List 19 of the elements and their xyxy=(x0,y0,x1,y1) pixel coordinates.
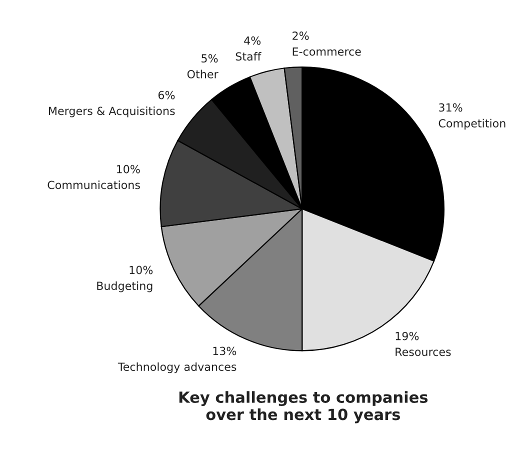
slice-label: Competition xyxy=(438,118,506,130)
slice-label: E-commerce xyxy=(292,48,361,56)
data-label: 10% xyxy=(130,266,153,274)
slice-label: Technology advances xyxy=(118,362,236,374)
data-label: 6% xyxy=(158,90,175,100)
slice-label: Budgeting xyxy=(97,281,152,292)
data-label: 2% xyxy=(292,32,309,40)
data-label: 5% xyxy=(202,54,218,63)
data-label: 19% xyxy=(396,332,419,340)
data-label: 31% xyxy=(439,103,462,112)
slice-label: Mergers & Acquisitions xyxy=(49,106,175,118)
data-label: 10% xyxy=(117,164,140,174)
slice-label: Other xyxy=(187,70,218,78)
text: Key challenges to companies over the next 10 years xyxy=(179,391,428,424)
slice-label: Staff xyxy=(236,52,262,61)
slice-label: Communications xyxy=(48,180,140,190)
data-label: 13% xyxy=(213,346,236,356)
data-label: 4% xyxy=(244,36,261,45)
slice-label: Resources xyxy=(396,348,451,356)
